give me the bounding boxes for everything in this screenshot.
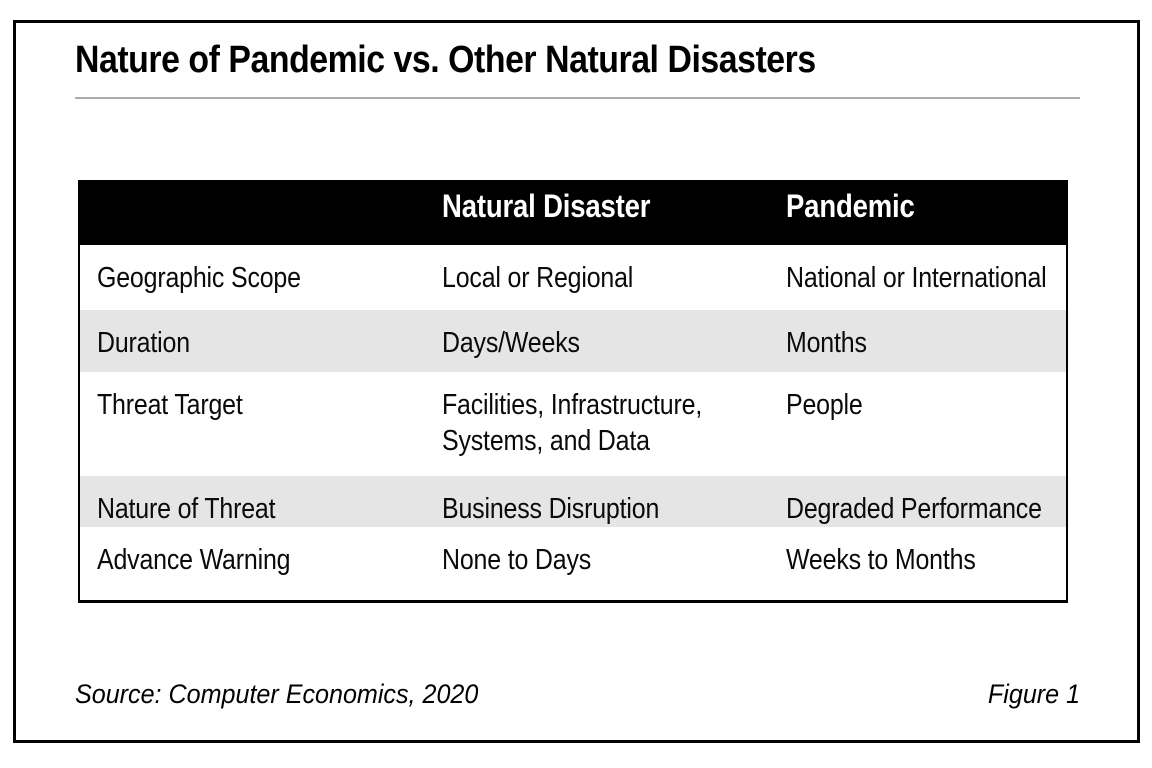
row-label: Threat Target (97, 389, 243, 421)
cell-pandemic: National or International (786, 262, 1047, 294)
figure-footer: Source: Computer Economics, 2020 Figure … (75, 678, 1080, 710)
cell-natural-disaster: Days/Weeks (442, 327, 580, 359)
column-header-blank (80, 180, 425, 224)
table-row-nature-of-threat: Nature of Threat Business Disruption Deg… (80, 476, 1066, 527)
row-label: Geographic Scope (97, 262, 301, 294)
cell-pandemic: People (786, 389, 863, 421)
cell-natural-disaster: Business Disruption (442, 493, 660, 525)
table-row-geographic-scope: Geographic Scope Local or Regional Natio… (80, 245, 1066, 310)
figure-title-text: Nature of Pandemic vs. Other Natural Dis… (75, 39, 816, 81)
figure-frame: Nature of Pandemic vs. Other Natural Dis… (13, 20, 1140, 743)
table-header-row: Natural Disaster Pandemic (80, 180, 1066, 245)
column-header-pandemic: Pandemic (786, 188, 915, 224)
comparison-table: Natural Disaster Pandemic Geographic Sco… (78, 180, 1068, 603)
cell-pandemic: Months (786, 327, 867, 359)
source-attribution: Source: Computer Economics, 2020 (75, 679, 479, 709)
row-label: Advance Warning (97, 544, 291, 576)
table-row-duration: Duration Days/Weeks Months (80, 310, 1066, 372)
title-divider-rule (75, 97, 1080, 99)
figure-title: Nature of Pandemic vs. Other Natural Dis… (75, 38, 907, 82)
table-row-advance-warning: Advance Warning None to Days Weeks to Mo… (80, 527, 1066, 600)
row-label: Duration (97, 327, 190, 359)
figure-number-label: Figure 1 (987, 679, 1080, 709)
cell-pandemic: Degraded Performance (786, 493, 1042, 525)
cell-natural-disaster: None to Days (442, 544, 592, 576)
column-header-natural-disaster: Natural Disaster (442, 188, 651, 224)
cell-natural-disaster: Local or Regional (442, 262, 634, 294)
row-label: Nature of Threat (97, 493, 276, 525)
table-row-threat-target: Threat Target Facilities, Infrastructure… (80, 372, 1066, 476)
cell-natural-disaster: Facilities, Infrastructure, Systems, and… (442, 389, 703, 457)
cell-pandemic: Weeks to Months (786, 544, 976, 576)
